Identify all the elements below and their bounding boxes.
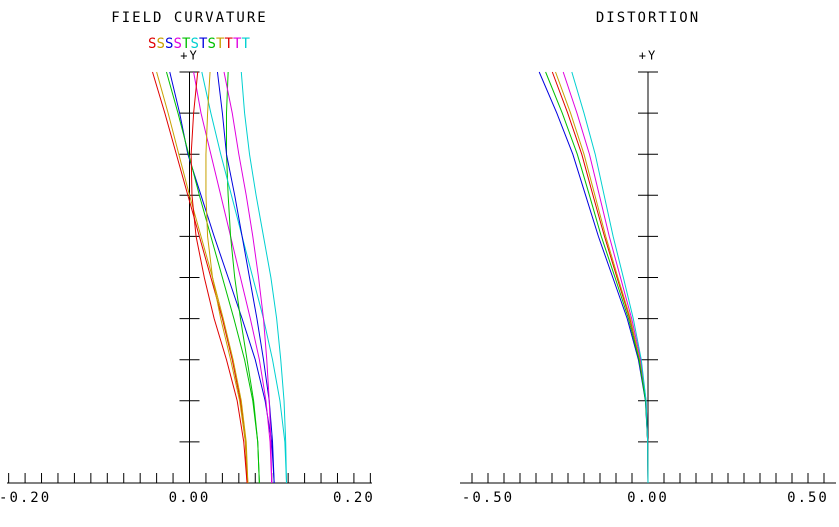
curve <box>152 71 248 484</box>
legend-entry: T <box>225 36 234 52</box>
legend-entry: S <box>165 36 173 52</box>
curve <box>216 71 275 484</box>
curve <box>193 71 273 484</box>
curve <box>225 71 260 484</box>
chart-title: FIELD CURVATURE <box>111 10 267 26</box>
curve <box>571 71 649 484</box>
curve <box>223 71 273 484</box>
x-tick-label: 0.00 <box>627 490 669 506</box>
legend-entry: T <box>182 36 191 52</box>
legend-entry: S <box>208 36 216 52</box>
legend-entry: S <box>174 36 182 52</box>
legend-entry: S <box>191 36 199 52</box>
x-tick-label: 0.00 <box>169 490 211 506</box>
curve <box>545 71 649 484</box>
curve <box>538 71 649 484</box>
legend-entry: T <box>216 36 225 52</box>
curve <box>562 71 649 484</box>
x-tick-label: -0.20 <box>0 490 51 506</box>
curve <box>205 71 249 484</box>
x-tick-label: 0.50 <box>787 490 829 506</box>
x-tick-label: -0.50 <box>462 490 514 506</box>
legend-entry: T <box>199 36 208 52</box>
legend-entry: T <box>233 36 242 52</box>
curve <box>165 71 260 484</box>
legend-entry: T <box>242 36 251 52</box>
x-tick-label: 0.20 <box>333 490 375 506</box>
y-axis-label: +Y <box>639 49 657 63</box>
legend-entry: S <box>148 36 156 52</box>
curve <box>240 71 287 484</box>
curve <box>201 71 287 484</box>
curve <box>190 71 248 484</box>
legend-entry: S <box>157 36 165 52</box>
chart-title: DISTORTION <box>596 10 700 26</box>
y-axis-label: +Y <box>180 49 198 63</box>
curve <box>551 71 649 484</box>
